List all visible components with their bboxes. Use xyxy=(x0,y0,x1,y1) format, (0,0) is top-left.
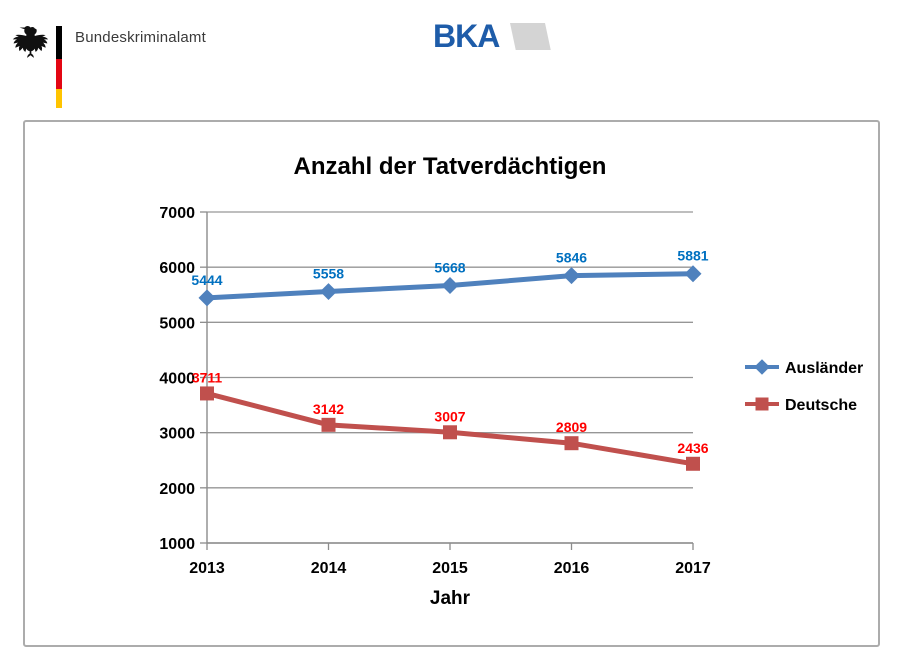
data-point-marker-square xyxy=(686,456,700,471)
y-tick-label: 4000 xyxy=(159,371,195,388)
y-tick-label: 1000 xyxy=(159,536,195,553)
x-tick-label: 2013 xyxy=(189,560,225,577)
data-point-marker-diamond xyxy=(198,289,216,307)
data-label: 5668 xyxy=(434,259,465,275)
agency-wordmark: Bundeskriminalamt xyxy=(75,29,206,46)
german-flag-stripe xyxy=(56,26,62,108)
data-label: 3142 xyxy=(313,401,344,417)
chart-panel: Anzahl der Tatverdächtigen 1000 2000 3000 40… xyxy=(23,120,880,647)
data-label: 3007 xyxy=(434,408,465,424)
data-point-marker-square xyxy=(564,436,579,451)
x-axis-title: Jahr xyxy=(430,588,471,609)
data-point-marker-square xyxy=(200,386,214,401)
bka-logo-gray-block xyxy=(510,23,551,50)
y-tick-label: 5000 xyxy=(159,315,195,332)
federal-eagle-icon xyxy=(12,25,49,58)
flag-black-band xyxy=(56,26,62,59)
data-point-marker-square xyxy=(321,417,336,432)
line-chart: Anzahl der Tatverdächtigen 1000 2000 3000 40… xyxy=(159,153,863,609)
legend-label: Ausländer xyxy=(785,360,863,377)
y-tick-label: 7000 xyxy=(159,205,195,222)
data-point-marker-diamond xyxy=(684,265,702,283)
x-tick-label: 2017 xyxy=(675,560,711,577)
x-tick-label: 2016 xyxy=(554,560,590,577)
data-label: 5558 xyxy=(313,266,344,282)
flag-gold-band xyxy=(56,89,62,108)
data-label: 5881 xyxy=(677,248,708,264)
data-point-marker-square xyxy=(443,425,457,440)
y-tick-label: 6000 xyxy=(159,260,195,277)
data-label: 3711 xyxy=(192,369,223,385)
x-tick-label: 2015 xyxy=(432,560,468,577)
data-label: 2436 xyxy=(677,440,708,456)
data-point-marker-square xyxy=(755,397,769,411)
bka-logo: BKA xyxy=(433,18,553,54)
chart-title: Anzahl der Tatverdächtigen xyxy=(294,153,607,180)
data-point-marker-diamond xyxy=(754,359,770,375)
data-point-marker-diamond xyxy=(441,276,459,294)
data-label: 5846 xyxy=(556,250,587,266)
y-tick-label: 3000 xyxy=(159,426,195,443)
data-point-marker-diamond xyxy=(563,267,580,285)
bka-logo-text: BKA xyxy=(433,18,500,54)
legend-label: Deutsche xyxy=(785,397,857,414)
data-label: 5444 xyxy=(191,272,222,288)
flag-red-band xyxy=(56,59,62,89)
x-tick-label: 2014 xyxy=(311,560,347,577)
y-tick-label: 2000 xyxy=(159,481,195,498)
data-point-marker-diamond xyxy=(320,283,337,301)
data-label: 2809 xyxy=(556,419,587,435)
